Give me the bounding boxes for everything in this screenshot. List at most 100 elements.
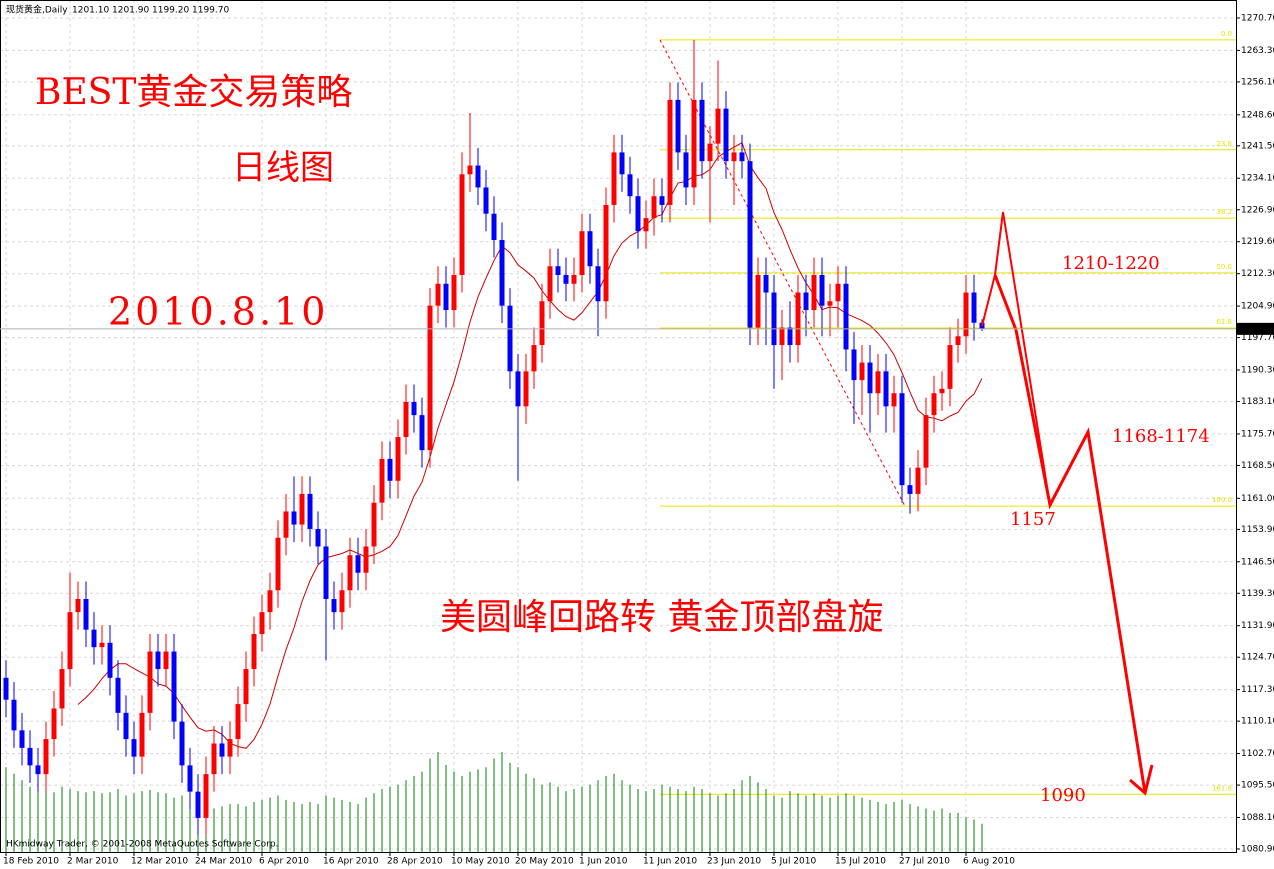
candle-body: [363, 546, 369, 573]
candle-body: [747, 161, 753, 328]
y-tick-label: 1212.30: [1241, 269, 1274, 279]
header-close: 1199.70: [192, 6, 229, 16]
annotation-title: BEST黄金交易策略: [35, 72, 352, 113]
candle-body: [659, 196, 665, 205]
candle-body: [883, 371, 889, 407]
annotation-target: 1157: [1010, 509, 1056, 530]
candle-body: [371, 502, 377, 547]
candle-body: [323, 546, 329, 599]
candle-body: [611, 152, 617, 205]
y-tick-label: 1248.60: [1241, 110, 1274, 120]
candle-body: [43, 739, 49, 775]
candle-body: [75, 598, 81, 613]
header-high: 1201.90: [112, 6, 149, 16]
candle-body: [643, 218, 649, 232]
y-tick-label: 1226.90: [1241, 205, 1274, 215]
y-tick-label: 1110.10: [1241, 717, 1274, 727]
y-tick-label: 1219.60: [1241, 237, 1274, 247]
candle-body: [171, 651, 177, 722]
candle-body: [291, 511, 297, 525]
candle-body: [723, 108, 729, 162]
annotation-target: 1168-1174: [1112, 426, 1210, 447]
candle-body: [515, 371, 521, 407]
candle-body: [715, 108, 721, 144]
candle-body: [419, 415, 425, 451]
y-tick-label: 1204.90: [1241, 302, 1274, 312]
candle-body: [179, 721, 185, 766]
candle-body: [67, 612, 73, 670]
forecast-path: [981, 211, 1051, 506]
candle-body: [803, 292, 809, 311]
candle-body: [915, 467, 921, 494]
x-tick-label: 23 Jun 2010: [707, 857, 761, 867]
candle-body: [123, 712, 129, 740]
y-tick-label: 1183.10: [1241, 397, 1274, 407]
candle-body: [91, 629, 97, 648]
candle-body: [739, 152, 745, 162]
x-tick-label: 6 Aug 2010: [963, 857, 1015, 867]
candle-body: [771, 292, 777, 346]
y-tick-label: 1095.50: [1241, 781, 1274, 791]
candle-body: [523, 371, 529, 407]
x-tick-label: 27 Jul 2010: [899, 857, 950, 867]
plot-frame: [0, 0, 1237, 853]
y-tick-label: 1131.90: [1241, 621, 1274, 631]
candle-body: [555, 266, 561, 276]
candle-body: [795, 292, 801, 346]
y-tick-label: 1117.30: [1241, 685, 1274, 695]
y-tick-label: 1197.70: [1241, 333, 1274, 343]
candle-body: [827, 301, 833, 306]
candle-body: [11, 699, 17, 731]
y-tick-label: 1080.90: [1241, 845, 1274, 855]
candle-body: [507, 305, 513, 372]
candle-body: [707, 143, 713, 162]
forecast-path: [993, 274, 1147, 794]
current-price-label: 1199.70: [1239, 324, 1274, 334]
candle-body: [19, 730, 25, 748]
candle-body: [99, 642, 105, 648]
candle-body: [779, 327, 785, 346]
candle-body: [331, 598, 337, 613]
candle-body: [619, 152, 625, 175]
candle-body: [347, 555, 353, 591]
candle-body: [851, 349, 857, 381]
x-tick-label: 2 Mar 2010: [67, 857, 119, 867]
candle-body: [875, 371, 881, 394]
candle-body: [907, 485, 913, 494]
candle-body: [955, 336, 961, 346]
candle-body: [531, 345, 537, 372]
y-tick-label: 1241.50: [1241, 141, 1274, 151]
candle-body: [115, 677, 121, 713]
candle-body: [443, 283, 449, 311]
candle-body: [963, 292, 969, 337]
fib-label: 161.8: [1212, 784, 1232, 792]
annotation-subtitle: 日线图: [232, 148, 334, 188]
y-tick-label: 1102.70: [1241, 749, 1274, 759]
candle-body: [27, 747, 33, 766]
x-tick-label: 20 May 2010: [515, 857, 574, 867]
candle-body: [587, 231, 593, 267]
candle-body: [427, 305, 433, 451]
fib-label: 61.8: [1216, 318, 1232, 326]
y-tick-label: 1263.30: [1241, 46, 1274, 56]
x-tick-label: 24 Mar 2010: [195, 857, 252, 867]
y-tick-label: 1153.90: [1241, 525, 1274, 535]
fib-label: 50.0: [1216, 263, 1232, 271]
candle-body: [571, 275, 577, 284]
x-tick-label: 11 Jun 2010: [643, 857, 697, 867]
candle-body: [83, 598, 89, 630]
fib-label: 0.0: [1221, 30, 1232, 38]
candle-body: [635, 196, 641, 232]
x-tick-label: 6 Apr 2010: [259, 857, 309, 867]
x-tick-label: 12 Mar 2010: [131, 857, 188, 867]
candle-body: [259, 612, 265, 635]
candle-body: [51, 708, 57, 740]
candle-body: [379, 458, 385, 503]
y-tick-label: 1088.10: [1241, 813, 1274, 823]
candle-body: [467, 165, 473, 175]
candle-body: [211, 743, 217, 775]
candle-body: [411, 401, 417, 416]
candle-body: [595, 266, 601, 302]
y-tick-label: 1234.10: [1241, 174, 1274, 184]
